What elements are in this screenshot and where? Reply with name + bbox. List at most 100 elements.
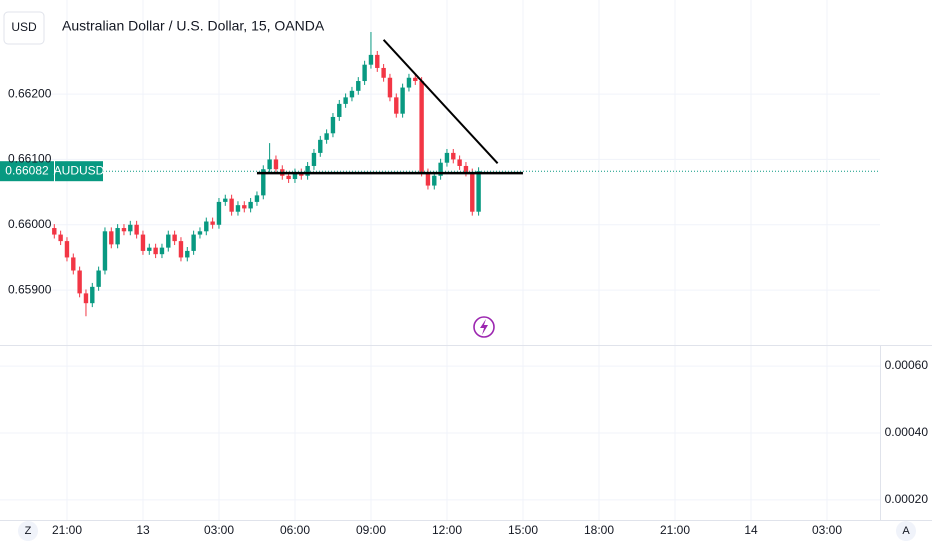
candle-body	[128, 224, 133, 232]
candle-body	[102, 231, 108, 271]
overlay: 0.66082 AUDUSD	[0, 39, 880, 182]
currency-label: USD	[11, 20, 37, 34]
candle-body	[318, 139, 323, 153]
candle-body	[248, 201, 253, 209]
candle-body	[134, 224, 139, 235]
candle-body	[457, 159, 462, 166]
candle-body	[64, 241, 70, 258]
candle-body	[375, 54, 380, 68]
x-tick-label: 18:00	[584, 523, 614, 537]
candle-body	[147, 247, 152, 251]
chart-title: Australian Dollar / U.S. Dollar, 15, OAN…	[62, 18, 325, 34]
candle-body	[292, 172, 298, 180]
candle-body	[153, 247, 158, 255]
candle-body	[121, 228, 127, 232]
candle-body	[362, 64, 367, 82]
candle-body	[178, 241, 184, 258]
candle-body	[83, 293, 89, 304]
y-tick-label: 0.66100	[8, 152, 52, 166]
candle-body	[286, 175, 291, 180]
candle-body	[324, 133, 329, 140]
x-tick-label: 09:00	[356, 523, 386, 537]
candle-body	[330, 116, 336, 134]
trend-line	[382, 39, 499, 165]
lower-y-tick-label: 0.00060	[885, 358, 929, 372]
candle-body	[368, 54, 374, 65]
x-tick-label: 15:00	[508, 523, 538, 537]
candle-body	[438, 162, 443, 176]
candle-body	[356, 81, 361, 91]
candle-body	[413, 77, 418, 82]
last-price-box	[0, 161, 54, 182]
candle-body	[115, 228, 120, 245]
candle-body	[71, 257, 76, 271]
candle-body	[419, 81, 424, 173]
candle-body	[77, 270, 82, 294]
candle-body	[476, 171, 481, 212]
marks	[52, 32, 481, 317]
candle-body	[349, 90, 355, 98]
x-tick-label: 14	[744, 523, 758, 537]
zoom-label: Z	[25, 525, 32, 537]
candle-body	[254, 195, 260, 202]
y-tick-label: 0.66200	[8, 86, 52, 100]
currency-button[interactable]	[3, 11, 45, 45]
symbol-box	[55, 161, 103, 182]
candle-body	[267, 159, 272, 170]
candle-body	[381, 67, 386, 78]
candle-body	[166, 234, 171, 248]
candle-body	[470, 172, 475, 212]
x-tick-label: 12:00	[432, 523, 462, 537]
candle-body	[197, 231, 203, 235]
x-tick-label: 03:00	[204, 523, 234, 537]
candle-body	[204, 221, 209, 232]
candle-body	[210, 221, 215, 225]
candle-body	[242, 205, 247, 209]
candle-body	[425, 172, 431, 186]
candle-body	[273, 159, 279, 170]
candle-body	[52, 228, 57, 235]
candle-body	[432, 175, 437, 186]
candle-body	[58, 234, 63, 242]
candle-body	[90, 286, 95, 304]
lower-y-tick-label: 0.00040	[885, 425, 929, 439]
symbol-label: AUDUSD	[54, 163, 105, 177]
candle-body	[311, 152, 317, 166]
candle-body	[337, 103, 342, 117]
x-tick-label: 21:00	[660, 523, 690, 537]
zoom-button[interactable]	[18, 521, 38, 541]
auto-button[interactable]	[896, 521, 916, 541]
candle-body	[140, 234, 146, 251]
candle-body	[463, 165, 469, 173]
candle-body	[261, 169, 266, 196]
candle-body	[394, 97, 399, 114]
candle-body	[159, 247, 165, 255]
auto-label: A	[902, 525, 910, 537]
y-tick-label: 0.65900	[8, 282, 52, 296]
candle-body	[444, 152, 450, 163]
candle-body	[235, 205, 241, 212]
candle-body	[223, 198, 228, 202]
x-tick-label: 06:00	[280, 523, 310, 537]
x-tick-label: 21:00	[52, 523, 82, 537]
candle-body	[216, 201, 222, 225]
candle-body	[406, 77, 412, 88]
candle-body	[172, 234, 177, 242]
candle-body	[109, 231, 114, 245]
candle-body	[387, 77, 393, 98]
alert-icon[interactable]	[473, 316, 495, 338]
x-tick-label: 13	[136, 523, 150, 537]
last-price-label: 0.66082	[5, 163, 49, 177]
candle-body	[400, 87, 405, 114]
candle-body	[343, 97, 348, 104]
candle-body	[185, 250, 190, 258]
x-tick-label: 03:00	[812, 523, 842, 537]
y-tick-label: 0.66000	[8, 217, 52, 231]
lower-y-tick-label: 0.00020	[885, 492, 929, 506]
candle-body	[96, 270, 101, 287]
candle-body	[229, 198, 234, 212]
candle-body	[451, 152, 456, 160]
grid	[0, 0, 880, 520]
